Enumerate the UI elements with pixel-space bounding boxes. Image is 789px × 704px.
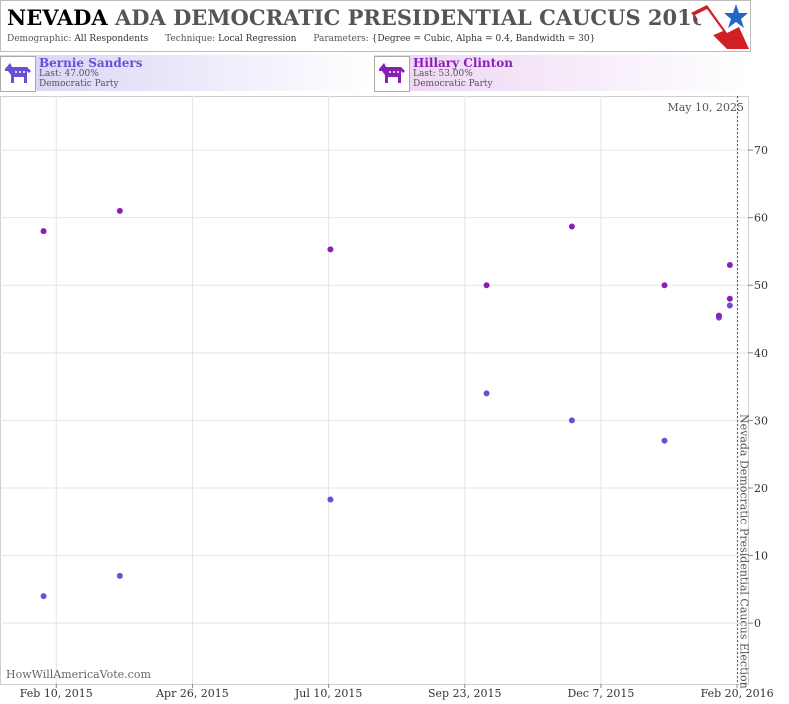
y-tick-label: 60 <box>754 212 768 225</box>
y-tick-label: 0 <box>754 617 761 630</box>
data-point <box>327 496 334 503</box>
y-tick-label: 40 <box>754 347 768 360</box>
data-points <box>40 207 733 600</box>
data-point <box>568 417 575 424</box>
parameters-line: Demographic: All Respondents Technique: … <box>7 34 595 44</box>
chart-header: NEVADA ADA DEMOCRATIC PRESIDENTIAL CAUCU… <box>0 0 751 52</box>
plot-area <box>0 96 749 685</box>
technique-value: Local Regression <box>218 34 297 44</box>
data-point <box>40 593 47 600</box>
page-title: NEVADA ADA DEMOCRATIC PRESIDENTIAL CAUCU… <box>7 5 706 30</box>
poll-chart: Feb 10, 2015 Apr 26, 2015 Jul 10, 2015 Sep … <box>0 96 774 700</box>
watermark: HowWillAmericaVote.com <box>6 668 151 681</box>
data-point <box>116 572 123 579</box>
y-tick-label: 10 <box>754 550 768 563</box>
x-tick-label: Sep 23, 2015 <box>428 687 502 700</box>
x-tick-label: Feb 20, 2016 <box>701 687 774 700</box>
candidate-party: Democratic Party <box>413 79 493 89</box>
data-point <box>661 437 668 444</box>
title-rest: ADA DEMOCRATIC PRESIDENTIAL CAUCUS 2016 <box>114 5 707 30</box>
data-point <box>726 261 733 268</box>
x-axis: Feb 10, 2015 Apr 26, 2015 Jul 10, 2015 Sep … <box>20 684 774 700</box>
data-point <box>327 246 334 253</box>
x-tick-label: Dec 7, 2015 <box>567 687 634 700</box>
candidate-last-value: Last: 47.00% <box>39 69 99 79</box>
donkey-icon <box>374 56 410 92</box>
data-point <box>715 312 722 319</box>
election-label: Nevada Democratic Presidential Caucus El… <box>738 414 751 689</box>
technique-label: Technique: <box>165 34 216 44</box>
demographic-label: Demographic: <box>7 34 72 44</box>
x-tick-label: Apr 26, 2015 <box>155 687 229 700</box>
candidate-card-clinton: Hillary Clinton Last: 53.00% Democratic … <box>374 55 749 92</box>
candidate-name: Bernie Sanders <box>39 56 143 70</box>
site-logo-icon <box>691 4 749 49</box>
x-tick-label: Jul 10, 2015 <box>294 687 363 700</box>
y-tick-label: 70 <box>754 144 768 157</box>
demographic-value: All Respondents <box>74 34 149 44</box>
x-tick-label: Feb 10, 2015 <box>20 687 93 700</box>
donkey-icon <box>0 56 36 92</box>
current-date-label: May 10, 2025 <box>667 101 744 114</box>
candidate-card-sanders: Bernie Sanders Last: 47.00% Democratic P… <box>0 55 372 92</box>
data-point <box>116 207 123 214</box>
y-tick-label: 20 <box>754 482 768 495</box>
parameters-label: Parameters: <box>313 34 369 44</box>
data-point <box>726 302 733 309</box>
y-tick-label: 30 <box>754 414 768 427</box>
parameters-value: {Degree = Cubic, Alpha = 0.4, Bandwidth … <box>371 34 596 44</box>
data-point <box>568 223 575 230</box>
data-point <box>40 228 47 235</box>
candidate-last-value: Last: 53.00% <box>413 69 473 79</box>
candidate-party: Democratic Party <box>39 79 119 89</box>
y-tick-label: 50 <box>754 279 768 292</box>
y-axis: 0 10 20 30 40 50 60 70 <box>748 144 768 630</box>
data-point <box>726 295 733 302</box>
data-point <box>483 282 490 289</box>
title-state: NEVADA <box>7 5 108 30</box>
data-point <box>483 390 490 397</box>
data-point <box>661 282 668 289</box>
candidate-name: Hillary Clinton <box>413 56 513 70</box>
